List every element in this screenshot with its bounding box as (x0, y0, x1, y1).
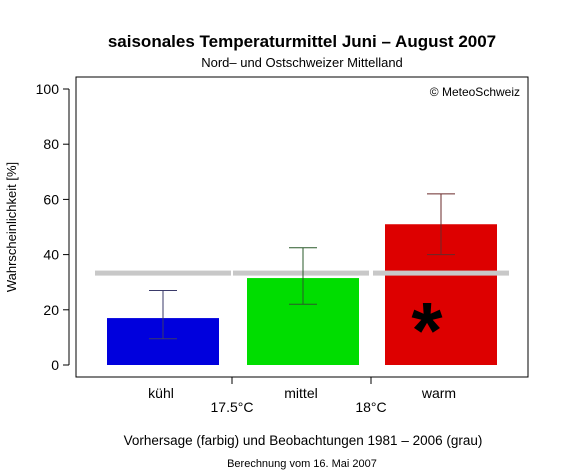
boundary-label-1: 18°C (355, 399, 386, 415)
plot-frame (75, 76, 529, 378)
copyright-label: © MeteoSchweiz (430, 85, 520, 99)
bars-layer (107, 224, 497, 365)
category-label-2: warm (421, 385, 456, 401)
chart-subtitle: Nord– und Ostschweizer Mittelland (201, 55, 403, 70)
error-bars-layer (149, 193, 455, 340)
observed-line-1 (233, 270, 369, 276)
observed-line-0 (95, 270, 231, 276)
calculation-note: Berechnung vom 16. Mai 2007 (227, 458, 377, 470)
category-label-1: mittel (284, 385, 317, 401)
y-tick-label-5: 100 (36, 81, 60, 97)
marker-layer: * (411, 286, 443, 375)
y-tick-label-1: 20 (43, 302, 59, 318)
observed-line-2 (373, 270, 509, 276)
category-label-0: kühl (148, 385, 174, 401)
marker-star: * (411, 286, 443, 375)
y-tick-label-3: 60 (43, 191, 59, 207)
boundary-label-0: 17.5°C (211, 399, 254, 415)
y-axis: 0 20 40 60 80 100 (36, 81, 70, 373)
y-axis-label: Wahrscheinlichkeit [%] (4, 162, 19, 292)
y-tick-label-4: 80 (43, 136, 59, 152)
x-axis: kühl mittel warm 17.5°C 18°C (148, 377, 456, 415)
chart-title: saisonales Temperaturmittel Juni – Augus… (108, 32, 496, 51)
y-tick-label-2: 40 (43, 247, 59, 263)
observed-layer (95, 270, 509, 276)
x-axis-caption: Vorhersage (farbig) und Beobachtungen 19… (124, 433, 483, 448)
y-tick-label-0: 0 (51, 357, 59, 373)
